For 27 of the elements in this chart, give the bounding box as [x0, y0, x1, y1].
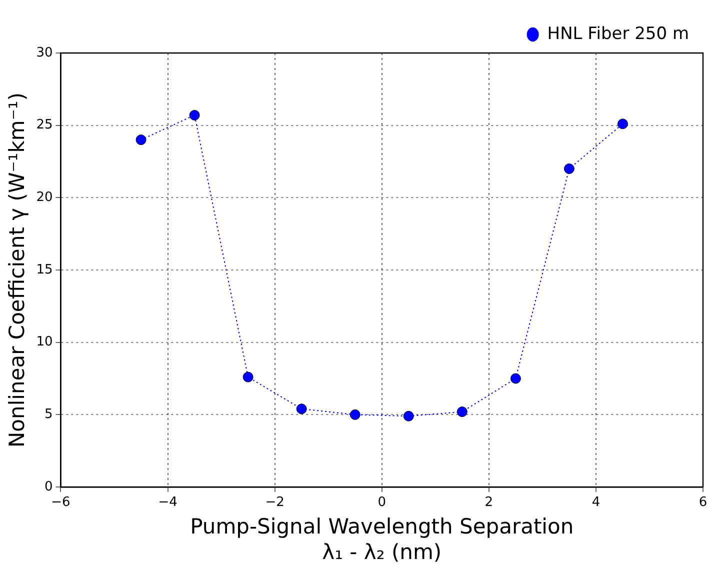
point: [136, 134, 146, 146]
point: [242, 372, 254, 382]
point: [189, 110, 200, 120]
y-tick-label: 20: [36, 190, 53, 206]
x-tick-label: 4: [592, 495, 600, 510]
y-tick-label: 10: [36, 334, 53, 350]
point: [403, 410, 414, 422]
y-tick-label: 15: [36, 262, 53, 278]
point: [456, 406, 468, 418]
x-tick-label: 0: [378, 495, 386, 510]
y-tick-label: 5: [44, 407, 53, 422]
x-tick-label: 2: [484, 495, 494, 510]
y-tick-label: 30: [36, 45, 53, 60]
x-axis-title: Pump-Signal Wavelength Separation λ₁ - λ₂ (nm): [190, 514, 574, 564]
point: [350, 409, 360, 420]
point: [617, 118, 628, 130]
y-tick-label: 0: [44, 479, 53, 494]
x-tick-label: −2: [265, 495, 284, 510]
y-axis-title: Nonlinear Coefficient γ (W⁻¹km⁻¹): [5, 92, 30, 448]
x-tick-label: −4: [158, 495, 178, 510]
x-tick-label: 6: [698, 495, 708, 510]
point: [296, 404, 307, 414]
legend-label: HNL Fiber 250 m: [547, 24, 690, 44]
point: [564, 163, 574, 174]
point: [510, 373, 521, 384]
x-tick-label: −6: [51, 495, 70, 510]
y-tick-label: 25: [36, 118, 53, 133]
